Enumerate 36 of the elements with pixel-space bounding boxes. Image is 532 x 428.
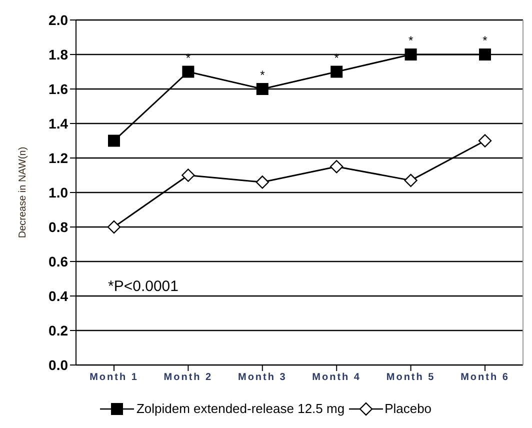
y-tick-label: 1.0 bbox=[48, 184, 68, 200]
point bbox=[256, 176, 269, 189]
y-tick-label: 2.0 bbox=[48, 12, 68, 28]
legend-label: Placebo bbox=[384, 401, 432, 416]
point bbox=[330, 66, 343, 78]
x-tick-label: Month 4 bbox=[312, 372, 362, 384]
point bbox=[479, 48, 491, 60]
point bbox=[404, 48, 417, 60]
point bbox=[182, 66, 194, 78]
y-tick-label: 1.6 bbox=[48, 80, 68, 97]
x-tick-label: Month 5 bbox=[386, 372, 436, 384]
point bbox=[256, 83, 268, 95]
point bbox=[404, 174, 418, 188]
annotation: *P<0.0001 bbox=[108, 278, 178, 295]
y-tick-label: 1.4 bbox=[48, 115, 68, 132]
point bbox=[330, 160, 344, 174]
legend-label: Zolpidem extended-release 12.5 mg bbox=[136, 401, 345, 416]
point bbox=[107, 220, 121, 234]
y-tick-label: 0.4 bbox=[48, 288, 68, 304]
annotation: * bbox=[482, 34, 488, 48]
y-tick-label: 1.2 bbox=[48, 150, 68, 166]
y-axis-title: Decrease in NAW(n) bbox=[18, 146, 29, 238]
y-tick-label: 0.0 bbox=[48, 356, 68, 373]
y-tick-label: 0.2 bbox=[48, 322, 68, 338]
y-tick-label: 1.8 bbox=[48, 46, 68, 62]
y-tick-label: 0.6 bbox=[48, 253, 68, 270]
x-tick-label: Month 6 bbox=[460, 372, 510, 384]
x-tick-label: Month 3 bbox=[238, 372, 287, 384]
point bbox=[182, 168, 195, 182]
annotation: * bbox=[260, 68, 266, 82]
y-tick-label: 0.8 bbox=[48, 218, 68, 235]
annotation: * bbox=[408, 34, 414, 48]
x-tick-label: Month 2 bbox=[164, 372, 213, 384]
x-tick-label: Month 1 bbox=[90, 372, 138, 384]
point bbox=[108, 134, 120, 147]
point bbox=[478, 134, 492, 148]
